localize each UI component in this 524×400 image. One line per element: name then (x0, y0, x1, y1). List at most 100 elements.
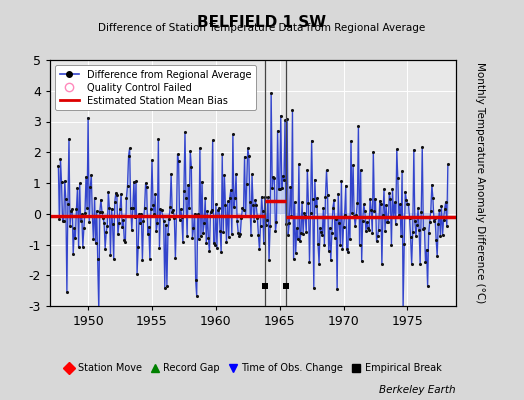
Point (133, 271, 141, 277)
Point (102, 229, 111, 235)
Point (65, 136, 73, 142)
Point (271, 228, 280, 234)
Point (351, 223, 359, 229)
Point (250, 218, 258, 224)
Point (388, 185, 397, 192)
Point (290, 199, 299, 206)
Point (380, 186, 388, 192)
Point (264, 194, 272, 201)
Point (165, 216, 173, 223)
Point (438, 232, 446, 238)
Point (162, 282, 171, 289)
Point (319, 205, 328, 212)
Point (209, 137, 217, 144)
Point (214, 207, 222, 214)
Point (287, 212, 296, 219)
Point (261, 222, 270, 229)
Point (110, 256, 118, 262)
Point (155, 245, 163, 252)
Point (193, 211, 202, 218)
Point (357, 258, 366, 264)
Point (367, 206, 375, 213)
Point (122, 195, 130, 201)
Point (330, 197, 338, 204)
Point (343, 246, 351, 252)
Point (398, 168, 406, 174)
Point (326, 257, 335, 264)
Point (377, 201, 385, 207)
Point (161, 222, 170, 228)
Point (402, 197, 410, 203)
Point (135, 211, 144, 217)
Point (237, 214, 246, 221)
Point (270, 174, 279, 181)
Point (269, 174, 278, 180)
Point (417, 209, 425, 215)
Point (145, 224, 153, 230)
Point (227, 231, 236, 237)
Point (349, 162, 357, 168)
Point (365, 227, 373, 234)
Point (119, 217, 127, 223)
Point (113, 192, 121, 198)
Point (401, 188, 409, 195)
Point (276, 186, 284, 193)
Point (78, 211, 86, 218)
Point (369, 149, 377, 155)
Point (374, 232, 382, 239)
Point (106, 252, 115, 258)
Point (241, 154, 249, 160)
Point (427, 207, 435, 214)
Point (131, 214, 139, 220)
Point (160, 284, 169, 291)
Point (239, 206, 248, 213)
Point (117, 191, 125, 198)
Point (126, 205, 135, 211)
Point (195, 145, 204, 152)
Point (353, 200, 362, 206)
Point (425, 219, 434, 225)
Point (263, 217, 271, 224)
Point (159, 218, 168, 224)
Point (100, 219, 108, 226)
Point (381, 227, 389, 234)
Point (407, 234, 415, 240)
Point (200, 220, 209, 226)
Point (158, 212, 167, 219)
Point (107, 206, 116, 212)
Point (70, 225, 79, 232)
Point (208, 207, 216, 213)
Point (230, 204, 238, 210)
Point (305, 259, 314, 266)
Point (198, 178, 206, 185)
Point (219, 228, 227, 235)
Point (77, 218, 85, 224)
Point (321, 194, 330, 200)
Point (345, 214, 353, 220)
Point (124, 153, 133, 159)
Point (212, 201, 220, 208)
Point (57, 179, 66, 185)
Point (215, 205, 223, 212)
Point (310, 285, 318, 291)
Point (309, 195, 317, 202)
Point (324, 248, 333, 254)
Point (136, 219, 145, 226)
Point (177, 206, 185, 212)
Point (346, 236, 354, 242)
Point (84, 114, 92, 121)
Point (186, 148, 194, 154)
Point (104, 189, 113, 196)
Point (169, 207, 178, 214)
Point (280, 176, 288, 183)
Point (132, 178, 140, 184)
Point (213, 244, 221, 251)
Point (259, 240, 268, 247)
Point (120, 237, 128, 244)
Point (66, 223, 74, 230)
Point (431, 215, 439, 221)
Point (362, 228, 370, 234)
Point (414, 205, 422, 212)
Point (98, 209, 106, 215)
Point (54, 162, 62, 169)
